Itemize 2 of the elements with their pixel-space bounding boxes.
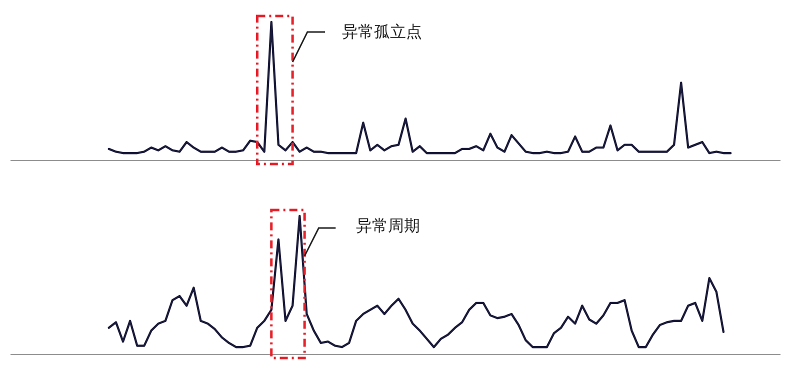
annotation: 异常周期: [356, 216, 420, 235]
annotation: 异常孤立点: [342, 22, 422, 41]
